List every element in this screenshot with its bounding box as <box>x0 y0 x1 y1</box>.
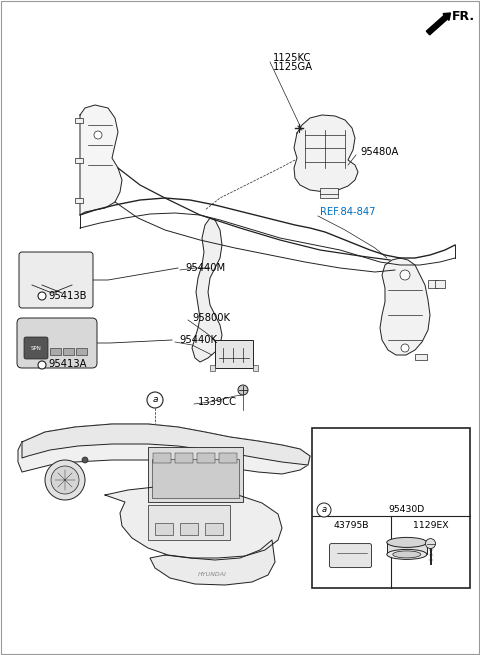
Text: 95440K: 95440K <box>179 335 217 345</box>
Ellipse shape <box>387 537 427 548</box>
Circle shape <box>94 131 102 139</box>
Polygon shape <box>22 424 310 465</box>
Polygon shape <box>105 487 282 558</box>
Bar <box>63 348 74 355</box>
Bar <box>148 505 230 540</box>
Circle shape <box>38 361 46 369</box>
Bar <box>219 453 237 463</box>
Text: 95413A: 95413A <box>48 359 86 369</box>
Bar <box>76 348 87 355</box>
FancyBboxPatch shape <box>329 544 372 568</box>
Bar <box>205 523 223 535</box>
Text: 1129EX: 1129EX <box>413 521 448 531</box>
Bar <box>75 118 83 123</box>
Text: REF.84-847: REF.84-847 <box>320 207 375 217</box>
Polygon shape <box>80 105 122 215</box>
Bar <box>387 542 427 554</box>
Bar <box>155 523 173 535</box>
Circle shape <box>238 385 248 395</box>
Text: 95480A: 95480A <box>360 147 398 157</box>
Circle shape <box>51 466 79 494</box>
Text: a: a <box>152 396 158 405</box>
FancyBboxPatch shape <box>24 337 48 359</box>
Text: 95430D: 95430D <box>389 506 425 514</box>
Bar <box>152 459 239 498</box>
FancyBboxPatch shape <box>19 252 93 308</box>
Circle shape <box>425 538 435 549</box>
Ellipse shape <box>387 550 427 559</box>
Bar <box>210 365 215 371</box>
Text: 1125GA: 1125GA <box>273 62 313 72</box>
Text: SPN: SPN <box>31 345 41 350</box>
Bar <box>320 188 338 198</box>
Polygon shape <box>150 540 275 585</box>
Text: 95800K: 95800K <box>192 313 230 323</box>
Text: 95440M: 95440M <box>185 263 225 273</box>
Bar <box>180 523 198 535</box>
Polygon shape <box>294 115 358 192</box>
Circle shape <box>400 270 410 280</box>
Text: 43795B: 43795B <box>334 521 369 531</box>
Bar <box>253 365 258 371</box>
Circle shape <box>147 392 163 408</box>
FancyBboxPatch shape <box>17 318 97 368</box>
Bar <box>415 354 427 360</box>
Bar <box>215 340 253 368</box>
Bar <box>75 158 83 163</box>
Text: HYUNDAI: HYUNDAI <box>198 572 227 578</box>
Text: 1339CC: 1339CC <box>198 397 237 407</box>
Bar <box>428 280 438 288</box>
Bar <box>312 428 470 588</box>
Bar <box>153 453 171 463</box>
Bar <box>50 348 61 355</box>
Circle shape <box>401 344 409 352</box>
Polygon shape <box>192 218 222 362</box>
FancyArrow shape <box>426 13 451 35</box>
Circle shape <box>82 457 88 463</box>
Text: 95413B: 95413B <box>48 291 86 301</box>
Polygon shape <box>18 424 310 474</box>
Bar <box>175 453 193 463</box>
Text: FR.: FR. <box>452 10 475 24</box>
Text: 1125KC: 1125KC <box>273 53 312 63</box>
Bar <box>148 447 243 502</box>
Bar <box>75 198 83 203</box>
Ellipse shape <box>393 551 421 558</box>
Circle shape <box>317 503 331 517</box>
Circle shape <box>45 460 85 500</box>
Polygon shape <box>380 258 430 355</box>
Bar <box>197 453 215 463</box>
Text: a: a <box>322 506 326 514</box>
Circle shape <box>38 292 46 300</box>
Bar <box>435 280 445 288</box>
